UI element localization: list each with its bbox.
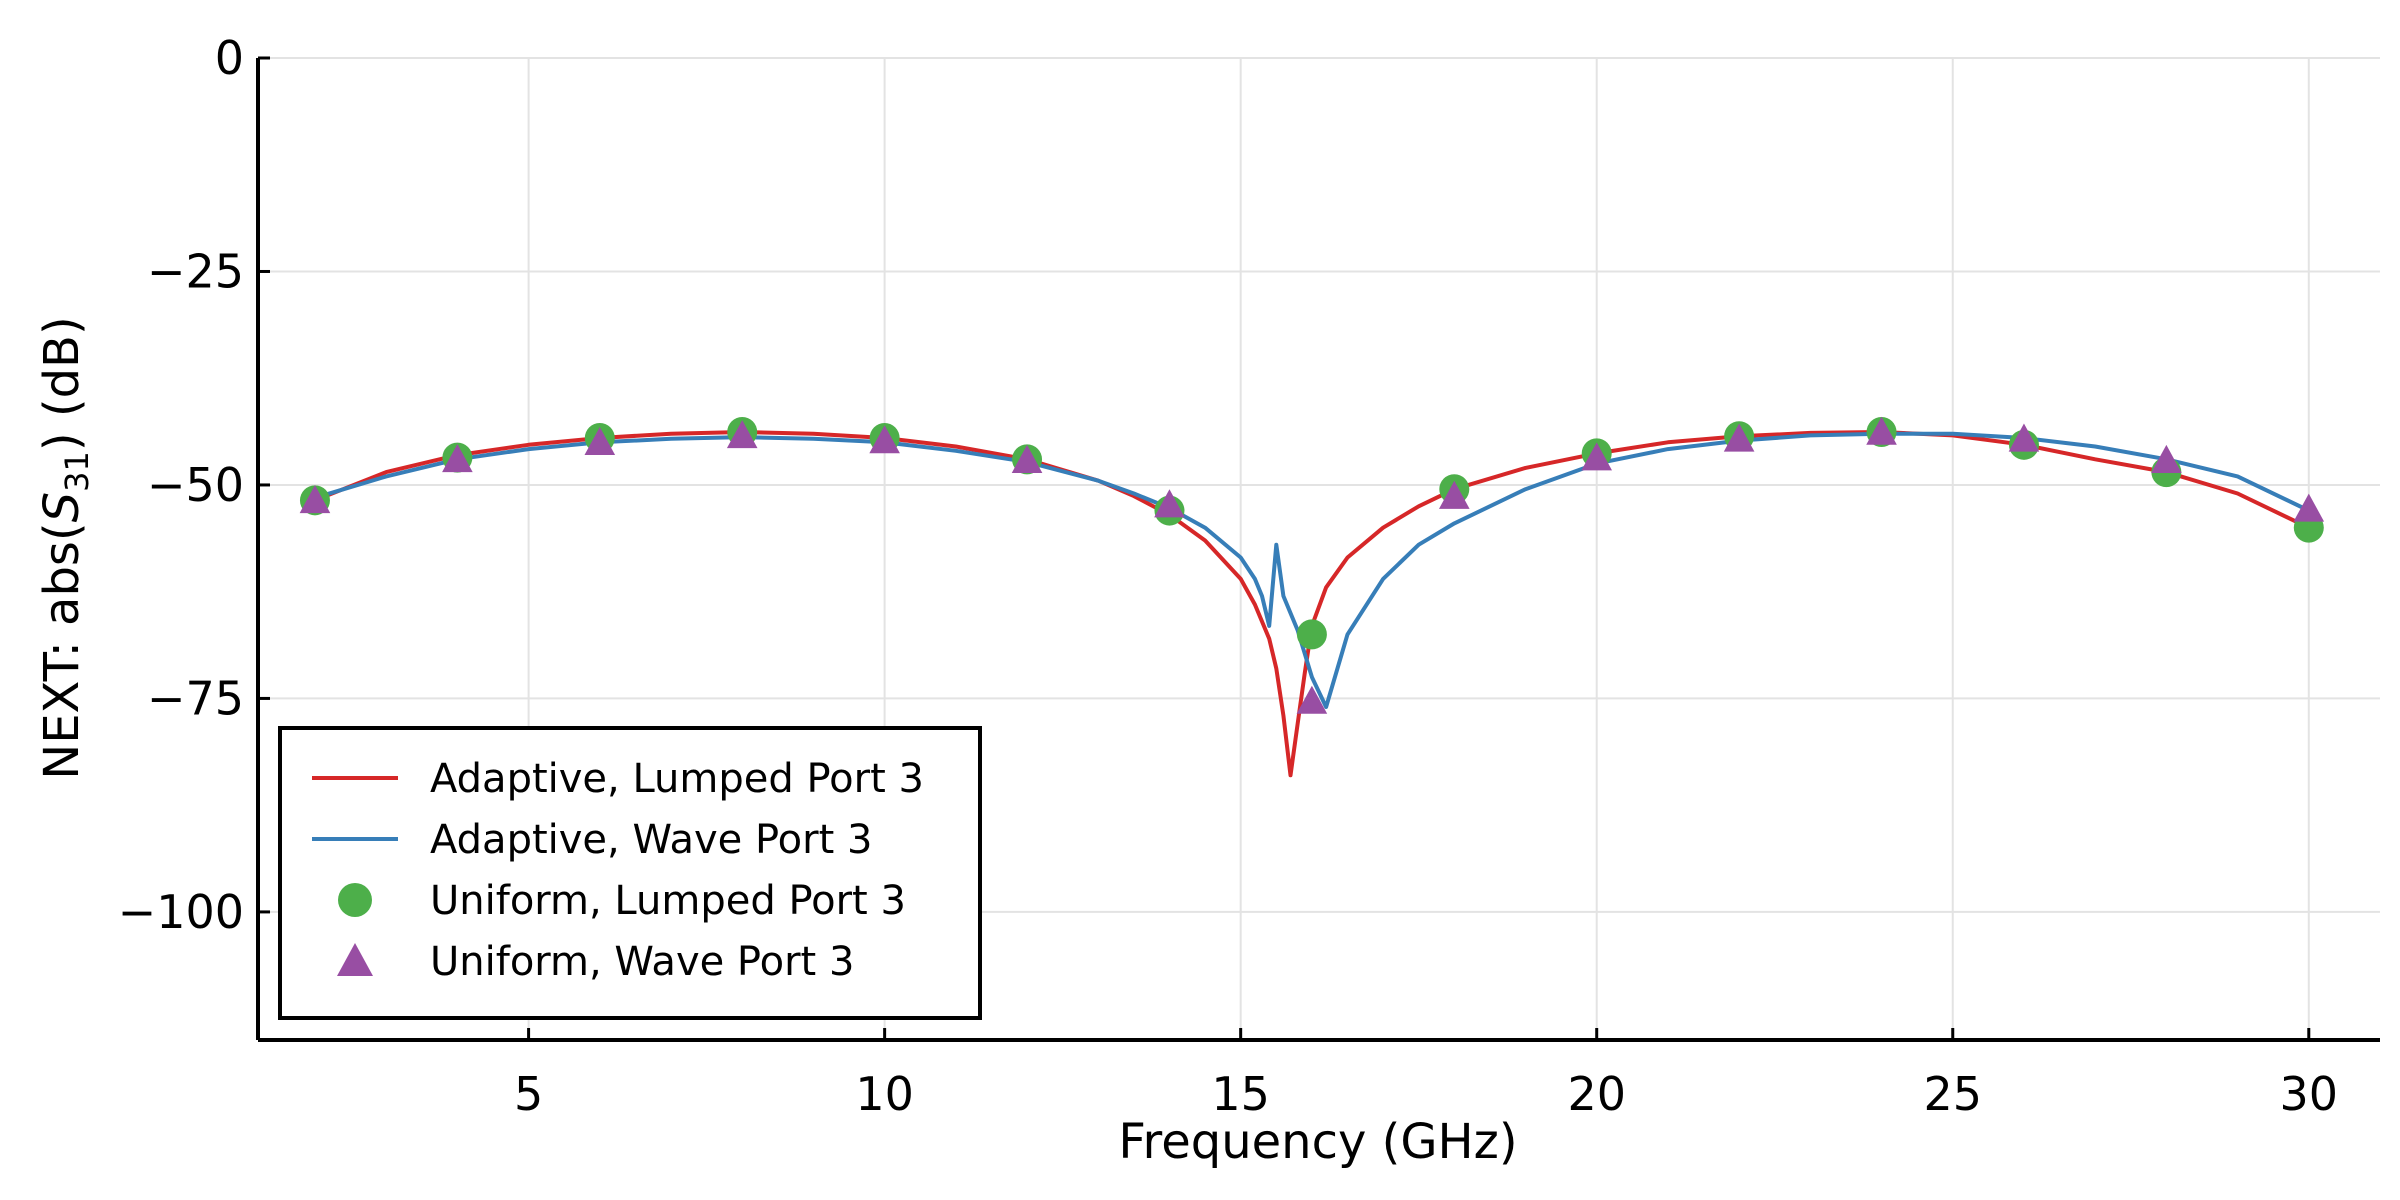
legend-items: Adaptive, Lumped Port 3 Adaptive, Wave Po…	[312, 756, 924, 985]
data-point-triangle	[2008, 423, 2040, 452]
x-tick-label: 20	[1567, 1067, 1626, 1121]
y-axis-label-prefix: NEXT: abs(	[34, 522, 90, 779]
x-tick-label: 15	[1211, 1067, 1270, 1121]
data-point-triangle	[1723, 423, 1755, 452]
x-ticks: 5 10 15 20 25 30	[514, 1028, 2338, 1121]
y-tick-label: −100	[118, 885, 244, 939]
y-tick-label: 0	[215, 31, 244, 85]
legend-swatch-circle	[338, 883, 372, 917]
legend-label: Uniform, Lumped Port 3	[430, 878, 906, 924]
plot-series	[299, 416, 2325, 778]
legend-label: Adaptive, Lumped Port 3	[430, 756, 924, 802]
x-tick-label: 25	[1923, 1067, 1982, 1121]
y-ticks: 0 −25 −50 −75 −100	[118, 31, 270, 939]
legend-label: Adaptive, Wave Port 3	[430, 817, 872, 863]
data-point-triangle	[2293, 493, 2325, 522]
legend: Adaptive, Lumped Port 3 Adaptive, Wave Po…	[278, 726, 982, 1020]
data-point-triangle	[1438, 480, 1470, 509]
series-marker-3	[299, 416, 2325, 714]
data-point-circle	[1296, 619, 1327, 650]
series-line-1	[314, 431, 2310, 709]
x-tick-label: 5	[514, 1067, 543, 1121]
legend-item: Uniform, Wave Port 3	[337, 939, 854, 985]
y-axis-label: NEXT: abs(S31) (dB)	[34, 316, 96, 779]
series-line	[314, 431, 2310, 709]
legend-label: Uniform, Wave Port 3	[430, 939, 854, 985]
data-point-triangle	[1154, 489, 1185, 518]
y-tick-label: −50	[147, 458, 244, 512]
series-line-0	[314, 430, 2310, 778]
data-point-triangle	[1011, 444, 1043, 473]
x-axis-label: Frequency (GHz)	[1118, 1114, 1517, 1170]
legend-item: Adaptive, Lumped Port 3	[312, 756, 924, 802]
x-tick-label: 30	[2280, 1067, 2339, 1121]
legend-item: Uniform, Lumped Port 3	[338, 878, 906, 924]
data-point-triangle	[726, 420, 758, 449]
data-point-triangle	[442, 444, 473, 473]
data-point-triangle	[299, 485, 331, 514]
data-point-triangle	[869, 425, 900, 454]
data-point-triangle	[1296, 685, 1328, 714]
legend-item: Adaptive, Wave Port 3	[312, 817, 872, 863]
x-tick-label: 10	[855, 1067, 914, 1121]
axes	[256, 58, 2380, 1042]
data-point-triangle	[584, 426, 616, 456]
y-axis-label-sub: 31	[58, 451, 96, 492]
y-axis-label-var: S	[34, 492, 90, 522]
y-axis-label-suffix: ) (dB)	[34, 316, 90, 451]
data-point-triangle	[2151, 444, 2182, 473]
data-point-triangle	[1866, 416, 1897, 445]
legend-swatch-triangle	[337, 943, 373, 976]
series-line	[314, 430, 2310, 778]
data-point-triangle	[1581, 442, 1613, 471]
y-tick-label: −25	[147, 244, 244, 298]
y-tick-label: −75	[147, 671, 244, 725]
